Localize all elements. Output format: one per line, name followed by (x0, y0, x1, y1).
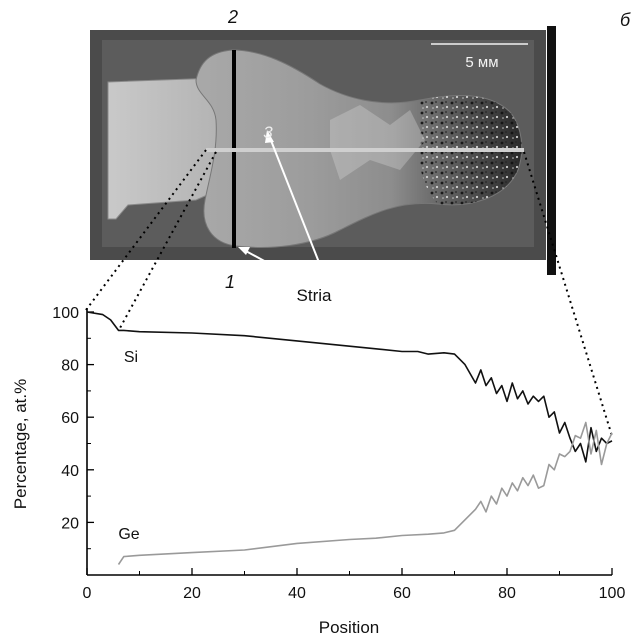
chart-ticks: 20 40 60 80 100 0 20 40 60 80 100 (52, 305, 625, 602)
x-tick-label: 20 (183, 585, 201, 602)
x-tick-label: 0 (83, 585, 92, 602)
stria-arrowhead-2 (265, 130, 274, 143)
y-axis-label: Percentage, at.% (11, 379, 30, 509)
series-label-si: Si (124, 349, 138, 366)
x-tick-label: 80 (498, 585, 516, 602)
connector-right (523, 151, 613, 437)
y-tick-label: 100 (52, 305, 79, 322)
chart-axes (86, 308, 612, 576)
series-label-ge: Ge (118, 526, 139, 543)
stria-arrow-2 (269, 137, 323, 271)
line-label-1: 1 (225, 272, 235, 292)
y-tick-label: 80 (61, 358, 79, 375)
panel-label: б (620, 10, 631, 30)
series-line-ge (117, 421, 613, 565)
chart-series (86, 311, 613, 565)
line-label-2: 2 (227, 7, 238, 27)
x-tick-label: 60 (393, 585, 411, 602)
y-tick-label: 20 (61, 515, 79, 532)
x-tick-label: 100 (599, 585, 626, 602)
series-line-si (86, 311, 613, 463)
x-axis-label: Position (319, 618, 379, 637)
line-label-3: 3 (263, 123, 273, 142)
x-tick-label: 40 (288, 585, 306, 602)
right-edge-bar (547, 26, 556, 275)
bright-grains (330, 105, 425, 180)
y-tick-label: 60 (61, 410, 79, 427)
stria-label: Stria (297, 286, 333, 305)
stria-arrowhead-1 (238, 247, 250, 255)
photo-panel: 5 мм (90, 26, 556, 277)
stria-arrow-1 (243, 249, 293, 277)
chart: 20 40 60 80 100 0 20 40 60 80 100 Si Ge Position P… (11, 305, 625, 637)
y-tick-label: 40 (61, 463, 79, 480)
scale-bar-label: 5 мм (465, 54, 498, 71)
